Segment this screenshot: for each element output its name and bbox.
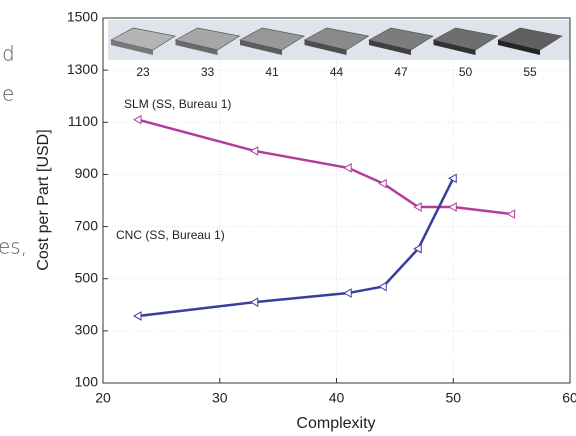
- y-tick-label: 1300: [67, 61, 98, 77]
- y-tick-label: 100: [75, 374, 99, 390]
- y-axis-title: Cost per Part [USD]: [35, 129, 52, 270]
- chart: d e es, Complexity Cost per Part [USD] 1…: [0, 0, 576, 436]
- y-tick-label: 300: [75, 322, 99, 338]
- image-label: 44: [330, 65, 344, 79]
- image-label: 55: [523, 65, 537, 79]
- image-label: 50: [459, 65, 473, 79]
- side-text: d: [2, 42, 15, 66]
- image-label: 47: [394, 65, 408, 79]
- y-tick-label: 1500: [67, 9, 98, 25]
- x-tick-label: 60: [562, 390, 576, 406]
- image-label: 33: [201, 65, 215, 79]
- image-label: 23: [136, 65, 150, 79]
- side-text: e: [2, 82, 14, 106]
- series-label: CNC (SS, Bureau 1): [116, 228, 225, 242]
- side-text: es,: [0, 235, 27, 259]
- x-tick-label: 20: [95, 390, 111, 406]
- x-tick-label: 40: [329, 390, 345, 406]
- y-tick-label: 900: [75, 165, 99, 181]
- x-tick-label: 30: [212, 390, 228, 406]
- x-tick-label: 50: [445, 390, 461, 406]
- x-axis-title: Complexity: [296, 415, 375, 432]
- y-tick-label: 1100: [68, 113, 98, 129]
- series-label: SLM (SS, Bureau 1): [124, 97, 231, 111]
- image-label: 41: [265, 65, 279, 79]
- y-tick-label: 500: [75, 269, 99, 285]
- page: d e es, Complexity Cost per Part [USD] 1…: [0, 0, 576, 436]
- y-tick-label: 700: [75, 217, 99, 233]
